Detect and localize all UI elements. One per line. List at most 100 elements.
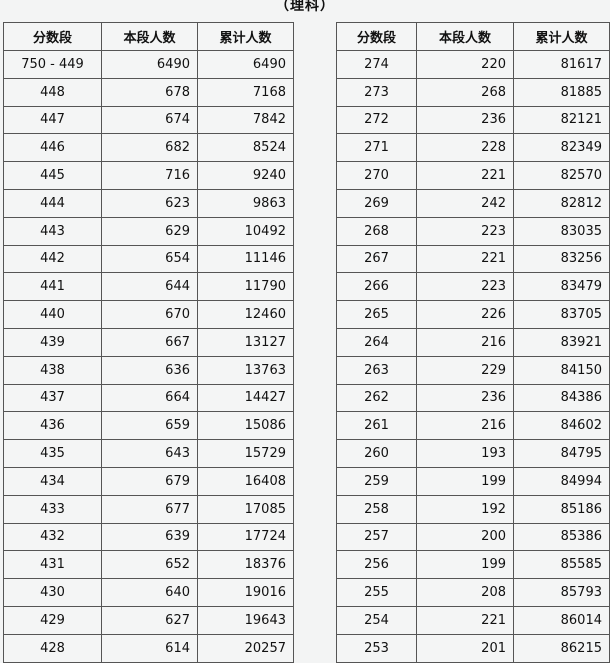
header-segment-count: 本段人数: [416, 22, 514, 51]
header-score-range: 分数段: [3, 22, 102, 51]
cumulative-count-cell: 7842: [197, 105, 294, 135]
header-score-range: 分数段: [336, 22, 417, 51]
cumulative-count-cell: 86014: [513, 605, 610, 635]
score-range-cell: 267: [336, 244, 417, 274]
table-row: 429 627 19643: [3, 605, 294, 635]
cumulative-count-cell: 18376: [197, 550, 294, 580]
cumulative-count-cell: 84602: [513, 411, 610, 441]
segment-count-cell: 236: [416, 105, 514, 135]
segment-count-cell: 654: [101, 244, 198, 274]
segment-count-cell: 678: [101, 77, 198, 107]
score-range-cell: 443: [3, 216, 102, 246]
table-row: 264 216 83921: [336, 327, 610, 357]
cumulative-count-cell: 86215: [513, 633, 610, 663]
cumulative-count-cell: 9863: [197, 188, 294, 218]
segment-count-cell: 220: [416, 50, 514, 79]
score-range-cell: 257: [336, 522, 417, 552]
table-row: 263 229 84150: [336, 355, 610, 385]
score-range-cell: 431: [3, 550, 102, 580]
score-range-cell: 428: [3, 633, 102, 663]
segment-count-cell: 682: [101, 133, 198, 163]
score-range-cell: 440: [3, 300, 102, 329]
cumulative-count-cell: 82812: [513, 188, 610, 218]
table-row: 445 716 9240: [3, 161, 294, 190]
table-row: 272 236 82121: [336, 105, 610, 135]
cumulative-count-cell: 82121: [513, 105, 610, 135]
cumulative-count-cell: 8524: [197, 133, 294, 163]
score-range-cell: 444: [3, 188, 102, 218]
segment-count-cell: 664: [101, 383, 198, 413]
table-row: 432 639 17724: [3, 522, 294, 552]
segment-count-cell: 268: [416, 77, 514, 107]
header-row: 分数段 本段人数 累计人数: [336, 22, 610, 51]
table-row: 438 636 13763: [3, 355, 294, 385]
table-row: 448 678 7168: [3, 77, 294, 107]
cumulative-count-cell: 81885: [513, 77, 610, 107]
table-row: 254 221 86014: [336, 605, 610, 635]
score-range-cell: 435: [3, 439, 102, 468]
score-range-cell: 266: [336, 272, 417, 302]
score-range-cell: 270: [336, 161, 417, 190]
table-row: 443 629 10492: [3, 216, 294, 246]
cumulative-count-cell: 83705: [513, 300, 610, 329]
score-range-cell: 442: [3, 244, 102, 274]
score-range-cell: 271: [336, 133, 417, 163]
score-table-left: 分数段 本段人数 累计人数 750 - 449 6490 6490 448 678 716…: [3, 22, 294, 663]
table-row: 256 199 85585: [336, 550, 610, 580]
header-cumulative-count: 累计人数: [513, 22, 610, 51]
cumulative-count-cell: 84994: [513, 466, 610, 496]
score-range-cell: 272: [336, 105, 417, 135]
cumulative-count-cell: 7168: [197, 77, 294, 107]
segment-count-cell: 208: [416, 578, 514, 607]
table-row: 440 670 12460: [3, 300, 294, 329]
cumulative-count-cell: 85386: [513, 522, 610, 552]
segment-count-cell: 677: [101, 494, 198, 524]
cumulative-count-cell: 17085: [197, 494, 294, 524]
segment-count-cell: 659: [101, 411, 198, 441]
score-range-cell: 434: [3, 466, 102, 496]
cumulative-count-cell: 82349: [513, 133, 610, 163]
segment-count-cell: 200: [416, 522, 514, 552]
table-row: 428 614 20257: [3, 633, 294, 663]
score-range-cell: 263: [336, 355, 417, 385]
segment-count-cell: 226: [416, 300, 514, 329]
score-range-cell: 274: [336, 50, 417, 79]
segment-count-cell: 221: [416, 605, 514, 635]
segment-count-cell: 223: [416, 216, 514, 246]
header-segment-count: 本段人数: [101, 22, 198, 51]
segment-count-cell: 640: [101, 578, 198, 607]
score-range-cell: 430: [3, 578, 102, 607]
score-range-cell: 264: [336, 327, 417, 357]
score-range-cell: 750 - 449: [3, 50, 102, 79]
score-range-cell: 269: [336, 188, 417, 218]
score-range-cell: 258: [336, 494, 417, 524]
table-row: 267 221 83256: [336, 244, 610, 274]
table-row: 274 220 81617: [336, 50, 610, 79]
cumulative-count-cell: 83256: [513, 244, 610, 274]
score-range-cell: 254: [336, 605, 417, 635]
segment-count-cell: 242: [416, 188, 514, 218]
score-range-cell: 429: [3, 605, 102, 635]
segment-count-cell: 636: [101, 355, 198, 385]
table-row: 441 644 11790: [3, 272, 294, 302]
cumulative-count-cell: 20257: [197, 633, 294, 663]
table-row: 259 199 84994: [336, 466, 610, 496]
table-row: 273 268 81885: [336, 77, 610, 107]
cumulative-count-cell: 85186: [513, 494, 610, 524]
cumulative-count-cell: 16408: [197, 466, 294, 496]
score-range-cell: 260: [336, 439, 417, 468]
table-row: 255 208 85793: [336, 578, 610, 607]
table-row: 750 - 449 6490 6490: [3, 50, 294, 79]
cumulative-count-cell: 13127: [197, 327, 294, 357]
cumulative-count-cell: 14427: [197, 383, 294, 413]
table-row: 266 223 83479: [336, 272, 610, 302]
score-range-cell: 447: [3, 105, 102, 135]
segment-count-cell: 667: [101, 327, 198, 357]
cumulative-count-cell: 84150: [513, 355, 610, 385]
segment-count-cell: 221: [416, 244, 514, 274]
cumulative-count-cell: 83035: [513, 216, 610, 246]
segment-count-cell: 623: [101, 188, 198, 218]
segment-count-cell: 643: [101, 439, 198, 468]
score-range-cell: 439: [3, 327, 102, 357]
segment-count-cell: 6490: [101, 50, 198, 79]
